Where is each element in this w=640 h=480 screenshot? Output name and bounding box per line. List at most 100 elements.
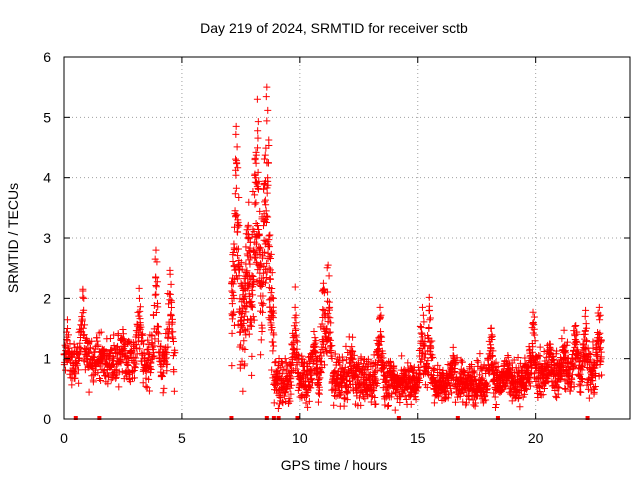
data-point (167, 280, 175, 288)
data-point (264, 213, 272, 221)
data-point (286, 362, 294, 370)
data-point (98, 349, 106, 357)
data-point (82, 346, 90, 354)
data-point (370, 387, 378, 395)
data-point (516, 403, 524, 411)
data-point (413, 387, 421, 395)
data-point (558, 335, 566, 343)
data-point (554, 390, 562, 398)
data-point (348, 343, 356, 351)
data-point (321, 361, 329, 369)
data-point (407, 400, 415, 408)
data-point (139, 379, 147, 387)
data-point (85, 388, 93, 396)
data-point (305, 397, 313, 405)
data-point (268, 366, 276, 374)
data-point (154, 323, 162, 331)
data-point (572, 337, 580, 345)
data-point (376, 303, 384, 311)
data-point (415, 370, 423, 378)
data-point (93, 337, 101, 345)
data-point (254, 118, 262, 126)
data-point (315, 386, 323, 394)
data-point (68, 381, 76, 389)
data-point (263, 189, 271, 197)
data-point (374, 348, 382, 356)
data-point (89, 376, 97, 384)
data-point (525, 371, 533, 379)
data-point (152, 308, 160, 316)
data-point (570, 383, 578, 391)
data-point (372, 376, 380, 384)
data-point (292, 325, 300, 333)
data-point (260, 180, 268, 188)
data-point (159, 389, 167, 397)
data-point (147, 356, 155, 364)
data-point (331, 367, 339, 375)
data-point (553, 394, 561, 402)
data-point (337, 389, 345, 397)
x-tick-label: 15 (410, 430, 426, 446)
data-point (148, 332, 156, 340)
zero-marker (97, 416, 102, 420)
zero-marker (271, 416, 276, 420)
data-point (293, 361, 301, 369)
data-point (562, 385, 570, 393)
data-point (253, 95, 261, 103)
data-point (425, 293, 433, 301)
data-point (120, 342, 128, 350)
data-point (109, 353, 117, 361)
data-point (131, 364, 139, 372)
data-point (458, 358, 466, 366)
data-point (356, 394, 364, 402)
data-point (589, 344, 597, 352)
data-point (254, 127, 262, 135)
data-point (80, 331, 88, 339)
data-point (332, 392, 340, 400)
data-point (287, 375, 295, 383)
zero-marker (295, 416, 300, 420)
data-point (110, 341, 118, 349)
data-point (257, 336, 265, 344)
data-point (252, 159, 260, 167)
data-point (154, 303, 162, 311)
data-point (459, 368, 467, 376)
data-point (260, 185, 268, 193)
data-point (76, 339, 84, 347)
data-point (124, 354, 132, 362)
data-point (324, 297, 332, 305)
data-point (529, 318, 537, 326)
data-point (136, 303, 144, 311)
data-point (260, 155, 268, 163)
data-point (277, 364, 285, 372)
data-point (426, 306, 434, 314)
data-point (536, 352, 544, 360)
data-point (419, 349, 427, 357)
data-point (321, 344, 329, 352)
data-point (114, 331, 122, 339)
data-point (169, 337, 177, 345)
data-point (436, 365, 444, 373)
data-point (510, 356, 518, 364)
data-point (303, 392, 311, 400)
data-point (131, 374, 139, 382)
data-point (311, 342, 319, 350)
data-point (470, 401, 478, 409)
data-point (325, 329, 333, 337)
data-point (262, 93, 270, 101)
data-point (106, 335, 114, 343)
data-point (490, 360, 498, 368)
data-point (241, 345, 249, 353)
data-point (262, 273, 270, 281)
data-point (79, 324, 87, 332)
zero-marker (396, 416, 401, 420)
data-point (67, 353, 75, 361)
data-point (62, 366, 70, 374)
data-point (585, 375, 593, 383)
data-point (364, 355, 372, 363)
data-point (374, 360, 382, 368)
data-point (232, 212, 240, 220)
data-point (272, 367, 280, 375)
data-point (322, 347, 330, 355)
data-point (232, 122, 240, 130)
